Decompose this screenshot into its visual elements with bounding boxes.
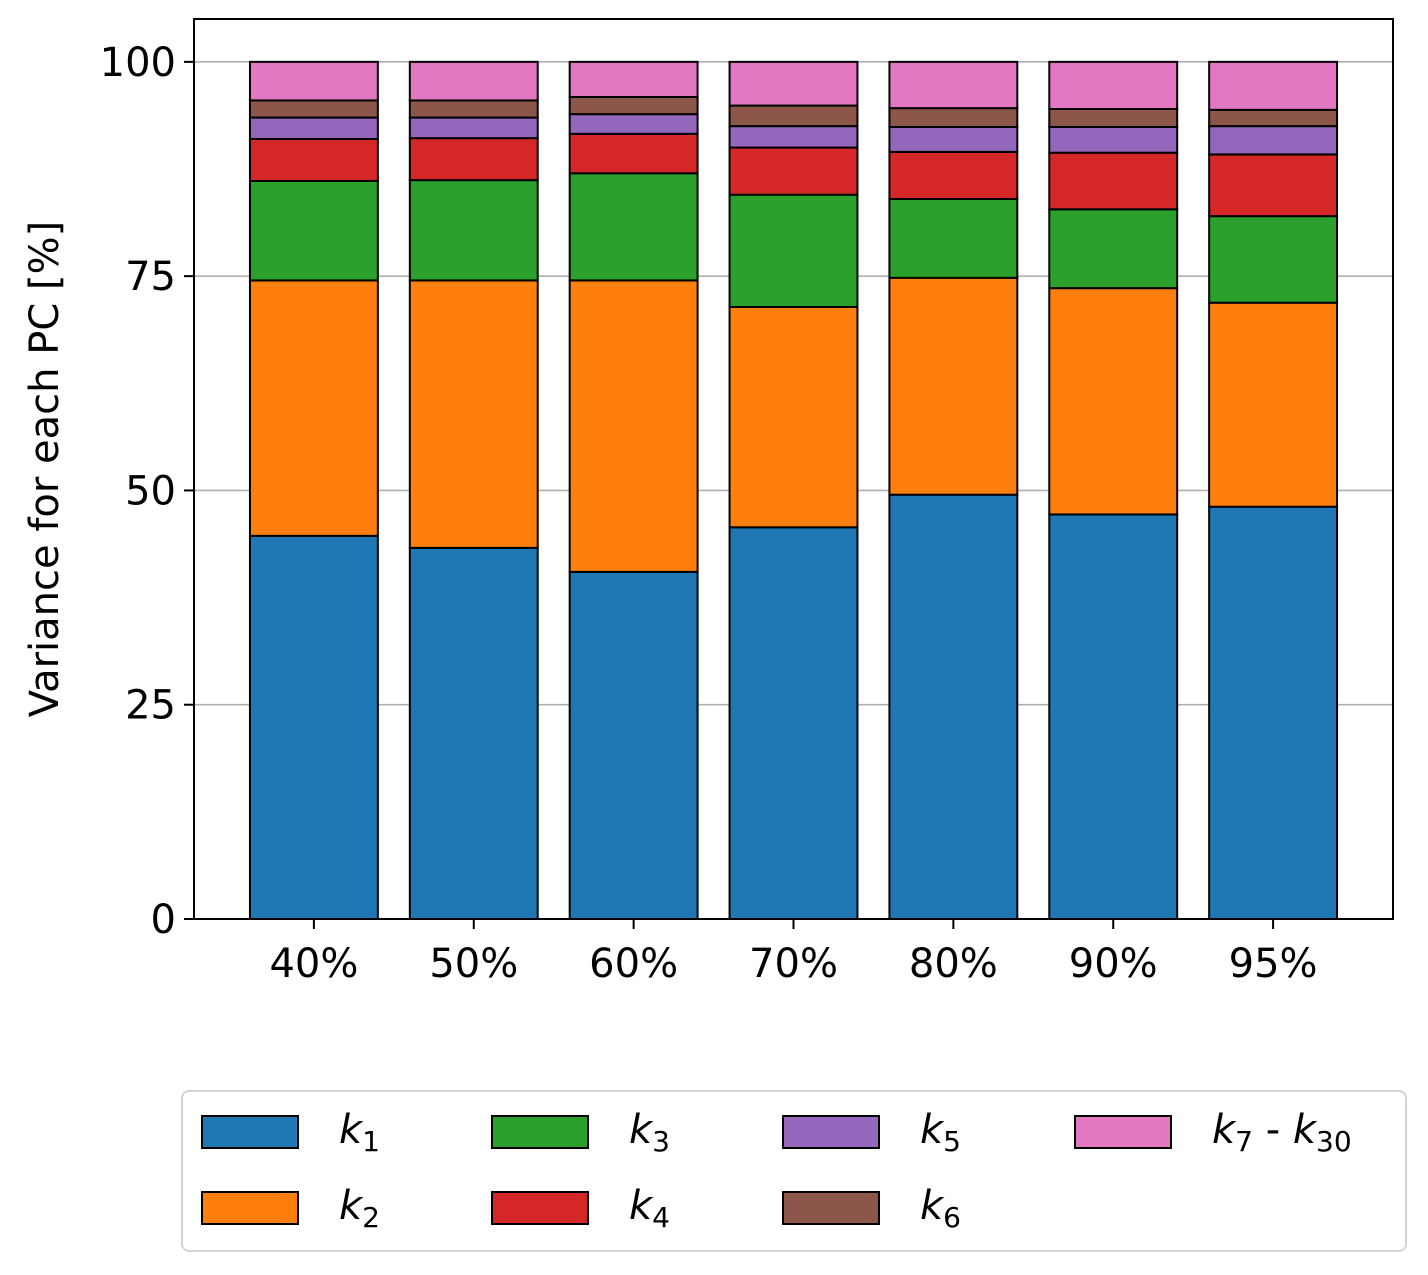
bar-95pct-series-6 [1208, 60, 1339, 111]
legend-item-k6: k6 [782, 1183, 961, 1234]
bar-50pct-series-6 [408, 60, 539, 102]
bar-40pct-series-3 [248, 138, 379, 182]
bar-80pct-series-0 [888, 493, 1019, 920]
legend-swatch-k2 [201, 1191, 299, 1225]
stacked-bar-chart: 0 25 50 75 100 40% 50% 60% 70% 80% 90% 95% Varianc… [22, 18, 1394, 987]
legend-swatch-k7-k30 [1074, 1115, 1172, 1149]
bar-95pct-series-4 [1208, 125, 1339, 156]
y-tick-label-25: 25 [125, 683, 176, 729]
bar-60pct-series-6 [568, 60, 699, 98]
x-axis-ticks: 40% 50% 60% 70% 80% 90% 95% [269, 919, 1318, 987]
bar-50pct-series-0 [408, 546, 539, 920]
bar-90pct-series-6 [1048, 60, 1179, 110]
bar-60pct-series-2 [568, 172, 699, 282]
bar-70pct-series-1 [728, 306, 859, 529]
bar-50pct-series-2 [408, 179, 539, 282]
bar-40pct-series-6 [248, 60, 379, 102]
y-axis-title: Variance for each PC [%] [22, 221, 68, 717]
y-tick-label-75: 75 [125, 254, 176, 300]
legend-label-k6: k6 [920, 1182, 961, 1234]
x-tick-label-2: 60% [589, 941, 678, 987]
bar-50pct-series-1 [408, 279, 539, 549]
bar-40pct-series-0 [248, 534, 379, 920]
bar-80pct-series-2 [888, 198, 1019, 279]
legend-label-k1: k1 [339, 1106, 380, 1158]
x-tick-label-4: 80% [909, 941, 998, 987]
legend-label-k7-k30: k7 - k30 [1212, 1106, 1352, 1158]
legend-swatch-k6 [782, 1191, 880, 1225]
legend-item-k3: k3 [491, 1107, 670, 1158]
bar-40pct-series-4 [248, 116, 379, 140]
bar-50pct-series-3 [408, 137, 539, 182]
bar-95pct-series-1 [1208, 301, 1339, 508]
legend-item-k5: k5 [782, 1107, 961, 1158]
bar-60pct-series-3 [568, 132, 699, 175]
y-axis-ticks: 0 25 50 75 100 [100, 40, 194, 943]
legend-item-k1: k1 [201, 1107, 380, 1158]
bar-70pct-series-4 [728, 125, 859, 149]
bar-40pct-series-2 [248, 180, 379, 282]
y-tick-label-0: 0 [151, 897, 176, 943]
legend: k1 k2 k3 k4 k5 k6 k7 - k30 [181, 1090, 1407, 1252]
legend-swatch-k5 [782, 1115, 880, 1149]
bar-80pct-series-3 [888, 150, 1019, 201]
legend-swatch-k1 [201, 1115, 299, 1149]
legend-item-k7-k30: k7 - k30 [1074, 1107, 1352, 1158]
y-tick-label-50: 50 [125, 468, 176, 514]
x-tick-label-1: 50% [429, 941, 518, 987]
bar-60pct-series-4 [568, 113, 699, 135]
y-tick-label-100: 100 [100, 40, 176, 86]
legend-label-k3: k3 [629, 1106, 670, 1158]
bar-90pct-series-0 [1048, 513, 1179, 921]
x-tick-label-0: 40% [269, 941, 358, 987]
bar-95pct-series-5 [1208, 108, 1339, 128]
bar-90pct-series-1 [1048, 287, 1179, 516]
bar-80pct-series-6 [888, 60, 1019, 110]
bar-80pct-series-5 [888, 107, 1019, 129]
bar-60pct-series-0 [568, 570, 699, 920]
bar-50pct-series-4 [408, 116, 539, 140]
bars [248, 60, 1339, 921]
bar-70pct-series-3 [728, 146, 859, 196]
x-tick-label-3: 70% [749, 941, 838, 987]
bar-40pct-series-5 [248, 99, 379, 119]
legend-swatch-k3 [491, 1115, 589, 1149]
bar-90pct-series-2 [1048, 208, 1179, 290]
x-tick-label-6: 95% [1229, 941, 1318, 987]
bar-70pct-series-5 [728, 104, 859, 128]
x-tick-label-5: 90% [1069, 941, 1158, 987]
bar-90pct-series-3 [1048, 151, 1179, 211]
bar-80pct-series-1 [888, 276, 1019, 496]
bar-70pct-series-0 [728, 526, 859, 920]
legend-label-k2: k2 [339, 1182, 380, 1234]
bar-50pct-series-5 [408, 99, 539, 119]
legend-label-k5: k5 [920, 1106, 961, 1158]
bar-90pct-series-4 [1048, 126, 1179, 154]
legend-item-k2: k2 [201, 1183, 380, 1234]
bar-95pct-series-2 [1208, 215, 1339, 304]
legend-item-k4: k4 [491, 1183, 670, 1234]
bar-70pct-series-2 [728, 193, 859, 308]
legend-swatch-k4 [491, 1191, 589, 1225]
bar-40pct-series-1 [248, 279, 379, 537]
bar-95pct-series-3 [1208, 153, 1339, 218]
bar-60pct-series-5 [568, 96, 699, 116]
bar-95pct-series-0 [1208, 505, 1339, 920]
bar-90pct-series-5 [1048, 108, 1179, 128]
bar-60pct-series-1 [568, 279, 699, 573]
bar-80pct-series-4 [888, 126, 1019, 153]
legend-label-k4: k4 [629, 1182, 670, 1234]
bar-70pct-series-6 [728, 60, 859, 107]
